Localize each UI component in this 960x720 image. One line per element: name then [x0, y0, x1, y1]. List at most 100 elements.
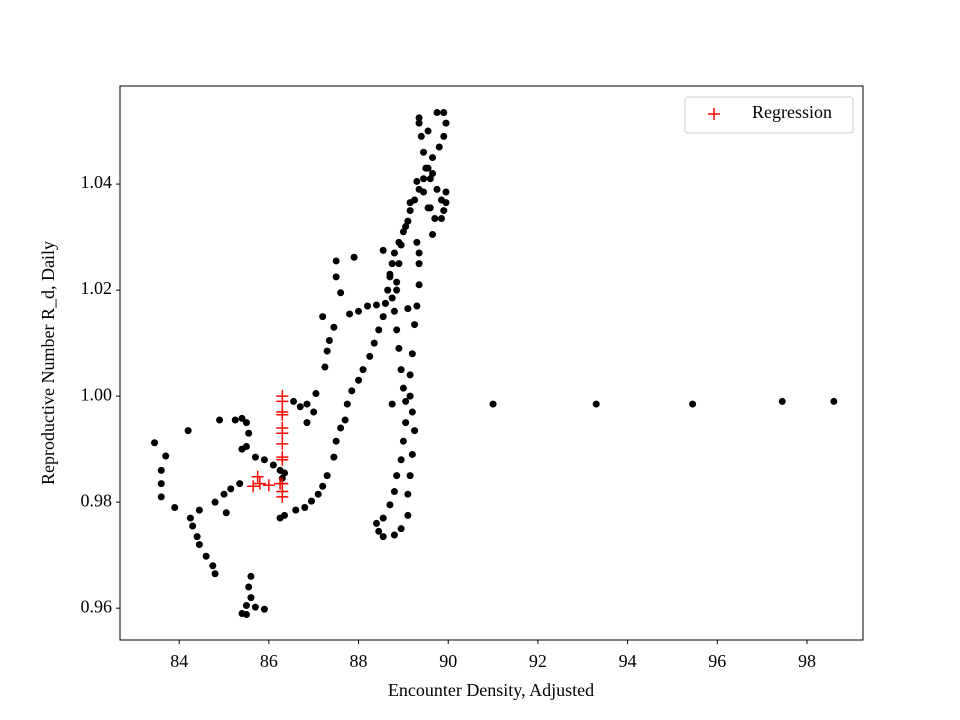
data-point [251, 470, 264, 483]
data-point [375, 326, 383, 334]
data-point [276, 395, 289, 408]
data-point [346, 310, 354, 318]
y-axis-label: Reproductive Number R_d, Daily [38, 241, 58, 485]
data-point [442, 199, 450, 207]
data-point [276, 437, 289, 450]
data-point [413, 238, 421, 246]
data-point [379, 246, 387, 254]
x-tick-label: 88 [350, 651, 368, 671]
data-point [364, 302, 372, 310]
data-point [323, 472, 331, 480]
data-point [330, 323, 338, 331]
data-point [247, 594, 255, 602]
data-point [390, 307, 398, 315]
data-point [393, 286, 401, 294]
data-point [415, 249, 423, 257]
data-point [157, 493, 165, 501]
data-point [442, 188, 450, 196]
data-point [435, 143, 443, 151]
data-point [310, 408, 318, 416]
data-point [186, 514, 194, 522]
data-point [420, 148, 428, 156]
data-point [420, 175, 428, 183]
data-point [236, 480, 244, 488]
data-point [372, 519, 380, 527]
data-point [337, 424, 345, 432]
data-point [276, 427, 289, 440]
data-point [592, 400, 600, 408]
data-point [202, 552, 210, 560]
data-point [404, 305, 412, 313]
data-point [429, 169, 437, 177]
data-point [151, 439, 159, 447]
data-point [399, 437, 407, 445]
data-point [343, 400, 351, 408]
data-point [366, 352, 374, 360]
data-point [195, 506, 203, 514]
data-point [778, 397, 786, 405]
data-point [442, 119, 450, 127]
data-point [426, 175, 434, 183]
data-point [260, 605, 268, 613]
data-point [406, 472, 414, 480]
x-axis-label: Encounter Density, Adjusted [388, 680, 594, 700]
data-point [393, 472, 401, 480]
data-point [359, 366, 367, 374]
data-point [303, 419, 311, 427]
y-tick-label: 1.02 [81, 278, 113, 298]
data-point [372, 301, 380, 309]
data-point [227, 485, 235, 493]
data-point [301, 503, 309, 511]
data-point [388, 260, 396, 268]
data-point [390, 488, 398, 496]
data-point [245, 583, 253, 591]
data-point [281, 511, 289, 519]
data-point [397, 241, 405, 249]
data-point [296, 403, 304, 411]
data-point [379, 514, 387, 522]
data-point [411, 427, 419, 435]
data-point [211, 570, 219, 578]
data-point [157, 480, 165, 488]
data-point [251, 453, 259, 461]
data-point [413, 177, 421, 185]
data-point [332, 437, 340, 445]
data-point [321, 363, 329, 371]
data-point [253, 477, 266, 490]
data-point [440, 109, 448, 117]
data-point [290, 397, 298, 405]
data-point [245, 429, 253, 437]
legend-label: Regression [752, 102, 832, 122]
data-point [238, 414, 246, 422]
data-point [251, 603, 259, 611]
x-tick-label: 84 [170, 651, 188, 671]
data-point [408, 408, 416, 416]
data-point [269, 461, 277, 469]
data-point [355, 376, 363, 384]
data-point [411, 321, 419, 329]
data-point [184, 427, 192, 435]
data-point [220, 490, 228, 498]
data-point [381, 299, 389, 307]
data-point [408, 350, 416, 358]
data-point [325, 336, 333, 344]
data-point [386, 270, 394, 278]
data-point [319, 313, 327, 321]
y-tick-label: 0.96 [81, 596, 113, 616]
data-point [332, 273, 340, 281]
data-point [375, 527, 383, 535]
data-point [406, 392, 414, 400]
data-point [216, 416, 224, 424]
data-point [402, 419, 410, 427]
data-point [386, 501, 394, 509]
data-point [440, 132, 448, 140]
data-point [399, 228, 407, 236]
data-point [433, 109, 441, 117]
data-point [307, 497, 315, 505]
data-point [406, 207, 414, 215]
data-point [341, 416, 349, 424]
data-point [260, 456, 268, 464]
data-point [276, 408, 289, 421]
